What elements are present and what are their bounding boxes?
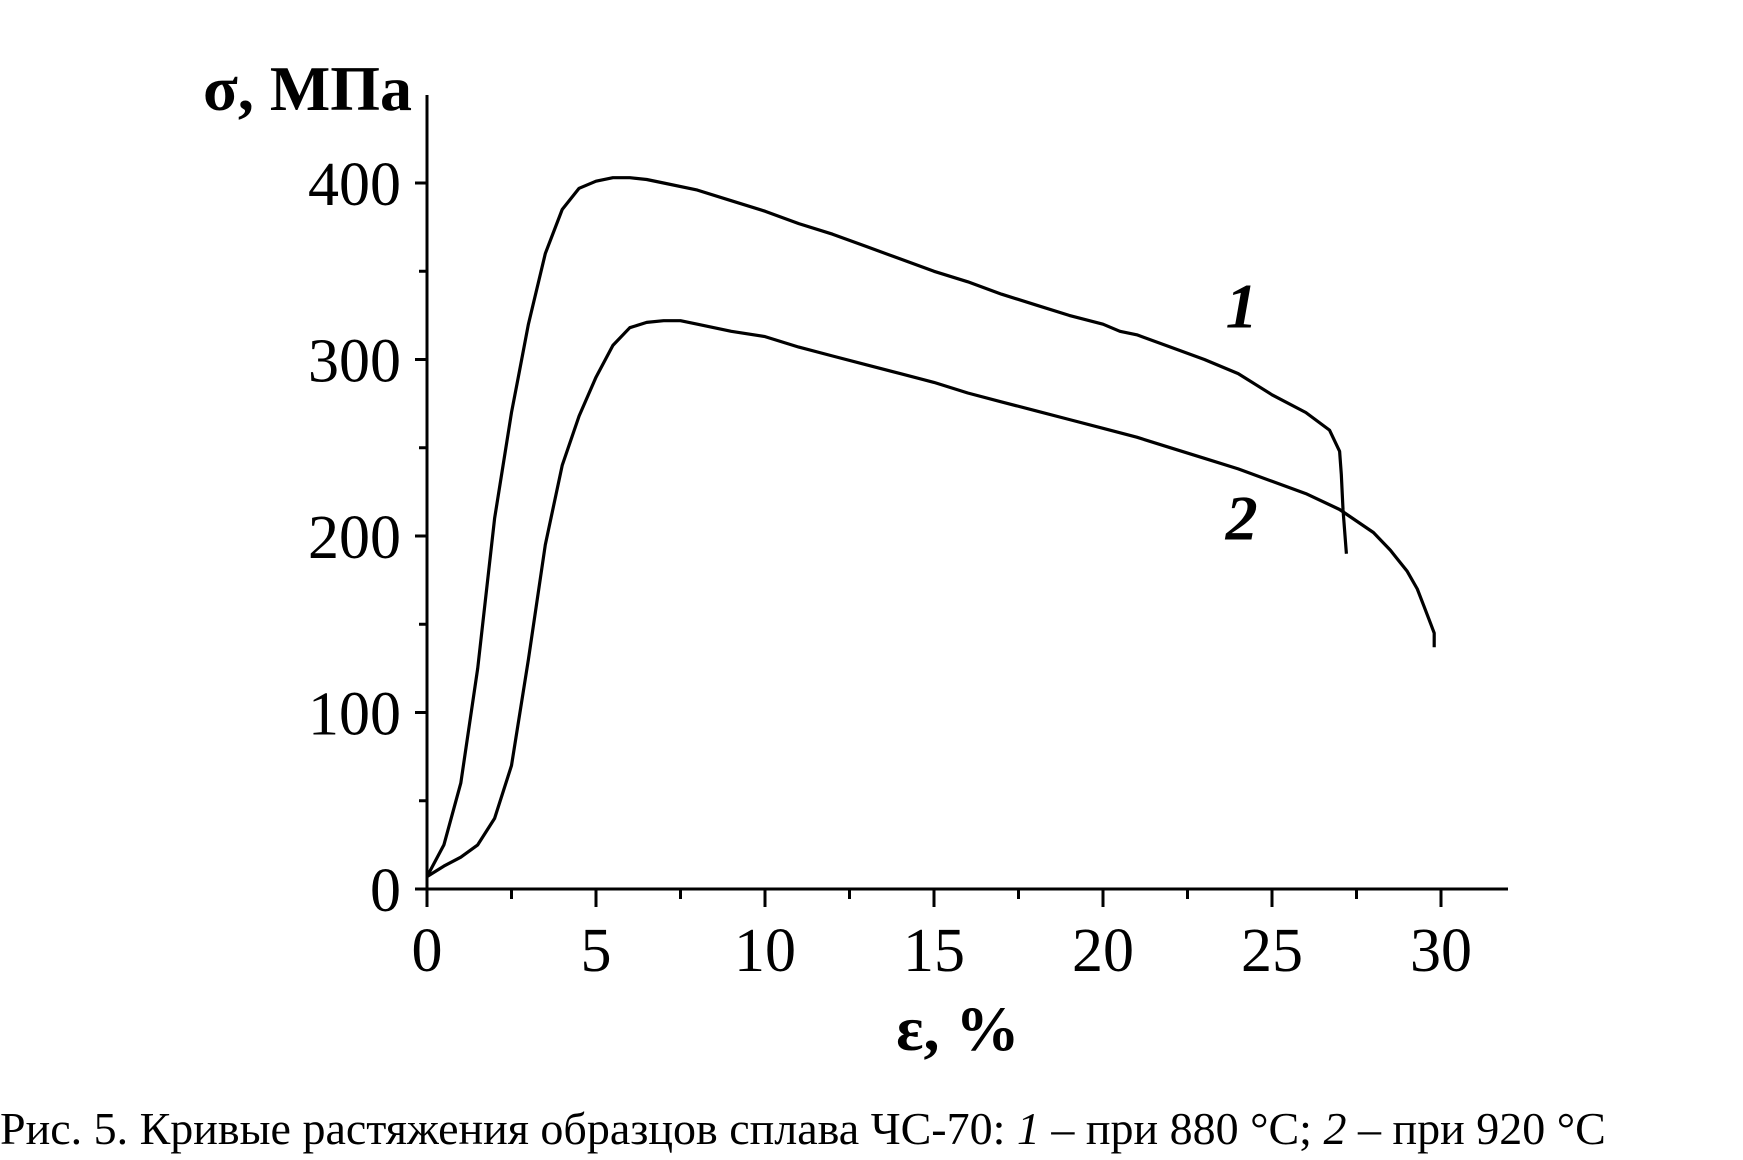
x-axis-title: ε, % <box>896 993 1019 1064</box>
x-tick-label-15: 15 <box>903 917 965 985</box>
curve-label-2: 2 <box>1225 483 1258 554</box>
caption-mid: – при 880 °C; <box>1039 1103 1324 1154</box>
x-tick-label-0: 0 <box>412 917 443 985</box>
y-axis-title: σ, МПа <box>203 53 412 124</box>
series-line-2 <box>426 319 1436 878</box>
y-tick-label-0: 0 <box>370 857 401 925</box>
y-tick-label-400: 400 <box>308 151 401 219</box>
x-tick-label-20: 20 <box>1072 917 1134 985</box>
caption-num2: 2 <box>1323 1103 1347 1154</box>
x-tick-label-25: 25 <box>1241 917 1303 985</box>
series-line-1 <box>425 176 1348 878</box>
y-tick-label-100: 100 <box>308 681 401 749</box>
y-tick-label-200: 200 <box>308 504 401 572</box>
series-group <box>425 176 1436 878</box>
x-tick-label-10: 10 <box>734 917 796 985</box>
labels-group: σ, МПа ε, % 1 2 <box>203 53 1258 1064</box>
x-tick-label-5: 5 <box>581 917 612 985</box>
caption-prefix: Рис. 5. Кривые растяжения образцов сплав… <box>0 1103 1017 1154</box>
y-tick-label-300: 300 <box>308 328 401 396</box>
caption-num1: 1 <box>1016 1103 1040 1154</box>
x-tick-label-30: 30 <box>1410 917 1472 985</box>
figure-caption: Рис. 5. Кривые растяжения образцов сплав… <box>0 1102 1743 1155</box>
caption-suffix: – при 920 °C <box>1346 1103 1606 1154</box>
curve-label-1: 1 <box>1226 271 1258 342</box>
